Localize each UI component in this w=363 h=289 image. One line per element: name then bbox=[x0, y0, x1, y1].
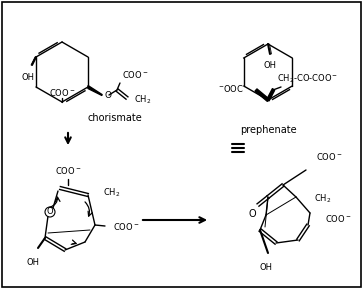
Text: COO$^-$: COO$^-$ bbox=[55, 165, 81, 176]
Polygon shape bbox=[267, 88, 274, 101]
Text: chorismate: chorismate bbox=[88, 113, 143, 123]
Text: OH: OH bbox=[260, 263, 273, 272]
Text: CH$_2$: CH$_2$ bbox=[103, 187, 121, 199]
Text: OH: OH bbox=[264, 61, 277, 70]
Text: O: O bbox=[105, 90, 112, 99]
Text: CH$_2$: CH$_2$ bbox=[134, 94, 151, 106]
Text: OH: OH bbox=[21, 73, 34, 82]
Text: CH$_2$-CO-COO$^-$: CH$_2$-CO-COO$^-$ bbox=[277, 73, 339, 85]
Text: COO$^-$: COO$^-$ bbox=[113, 221, 139, 232]
Text: COO$^-$: COO$^-$ bbox=[49, 86, 75, 97]
Text: COO$^-$: COO$^-$ bbox=[325, 212, 351, 223]
Text: OH: OH bbox=[26, 258, 40, 267]
Text: COO$^-$: COO$^-$ bbox=[316, 151, 343, 162]
Polygon shape bbox=[255, 89, 269, 101]
Text: O: O bbox=[248, 209, 256, 219]
Text: prephenate: prephenate bbox=[240, 125, 296, 135]
Text: $^{-}$OOC: $^{-}$OOC bbox=[218, 82, 244, 94]
Polygon shape bbox=[88, 86, 102, 95]
Text: COO$^-$: COO$^-$ bbox=[122, 69, 148, 80]
Text: CH$_2$: CH$_2$ bbox=[314, 193, 331, 205]
Circle shape bbox=[45, 207, 55, 217]
Text: O: O bbox=[47, 208, 53, 216]
